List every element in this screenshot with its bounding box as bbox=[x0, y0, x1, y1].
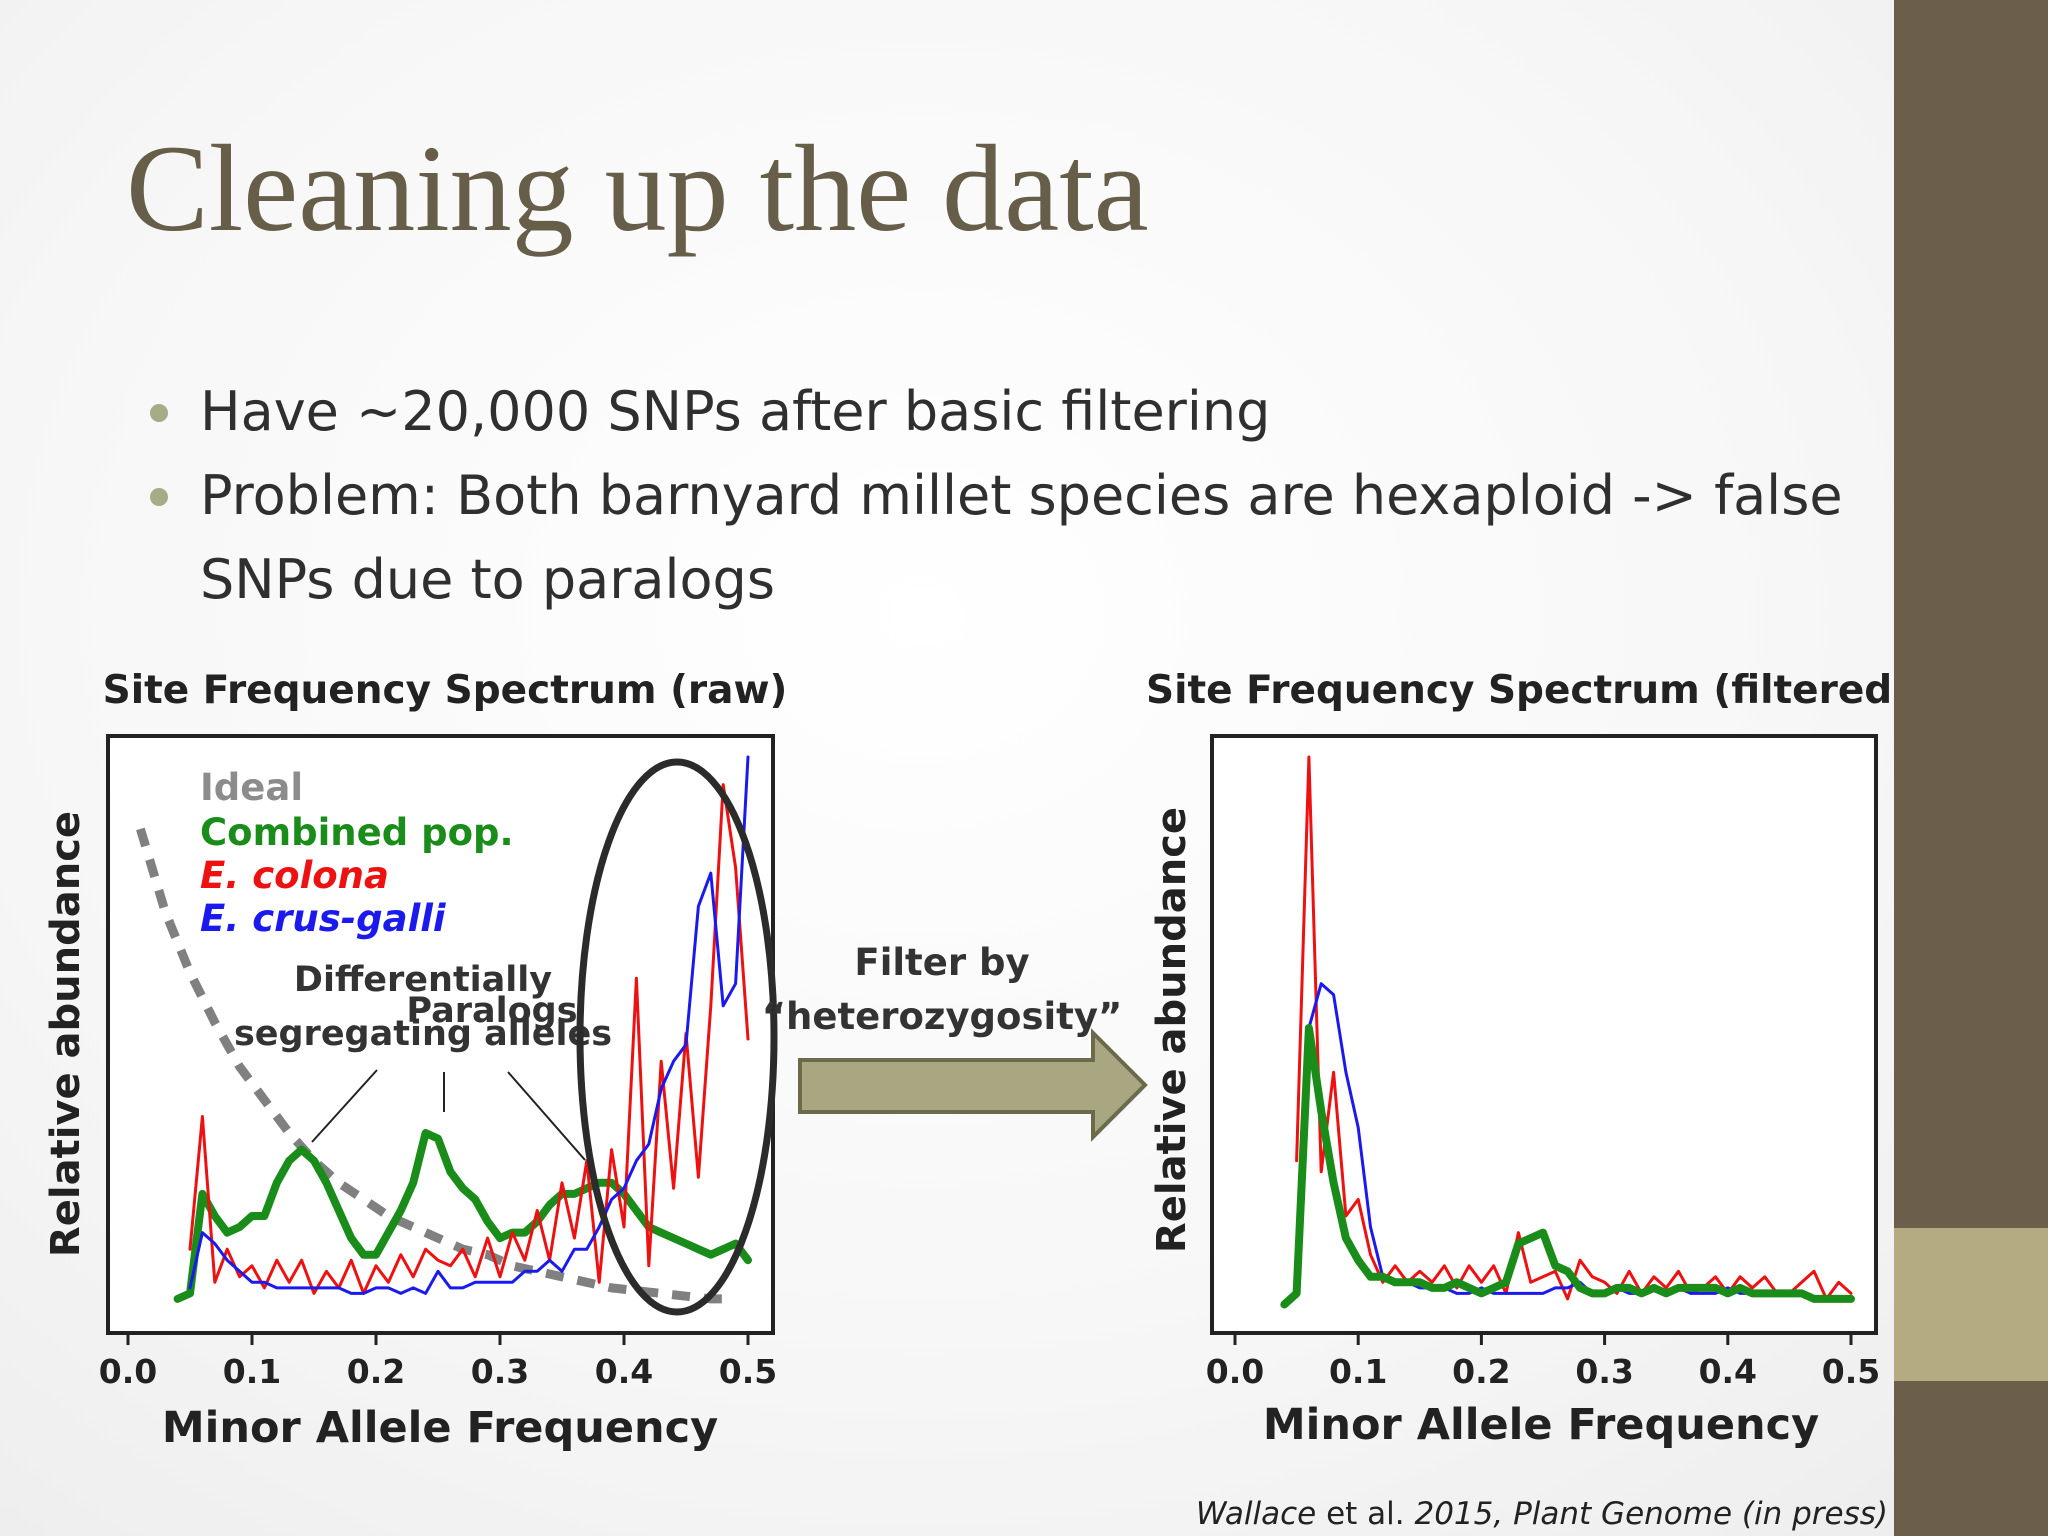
x-axis-label-filtered: Minor Allele Frequency bbox=[1263, 1400, 1819, 1450]
y-axis-label-raw: Relative abundance bbox=[43, 811, 89, 1257]
x-tick-label: 0.0 bbox=[99, 1352, 157, 1391]
pointer-line-1 bbox=[311, 1069, 378, 1143]
citation-etal: et al. bbox=[1316, 1496, 1415, 1532]
citation-year: 2015, bbox=[1414, 1496, 1514, 1532]
x-tick-label: 0.0 bbox=[1206, 1352, 1264, 1391]
plot-area-filtered: 0.0 0.1 0.2 0.3 0.4 0.5 bbox=[1206, 755, 1880, 1391]
x-axis-label-raw: Minor Allele Frequency bbox=[162, 1403, 718, 1453]
x-tick-label: 0.3 bbox=[1575, 1352, 1633, 1391]
chart-title-filtered: Site Frequency Spectrum (filtered) bbox=[1146, 668, 1894, 713]
x-tick-label: 0.5 bbox=[719, 1352, 777, 1391]
y-axis-label-filtered: Relative abundance bbox=[1149, 807, 1195, 1253]
legend-ideal: Ideal bbox=[200, 766, 303, 809]
legend-colona: E. colona bbox=[200, 854, 389, 897]
filter-arrow bbox=[798, 1028, 1148, 1142]
citation: Wallace et al. 2015, Plant Genome (in pr… bbox=[1196, 1496, 1888, 1532]
paralog-highlight-ellipse bbox=[576, 758, 778, 1316]
x-tick-label: 0.1 bbox=[1329, 1352, 1387, 1391]
legend-combined: Combined pop. bbox=[200, 811, 514, 854]
side-accent bbox=[1894, 1228, 2048, 1381]
chart-title-raw: Site Frequency Spectrum (raw) bbox=[103, 668, 788, 713]
plot-area-raw: 0.0 0.1 0.2 0.3 0.4 0.5 bbox=[99, 755, 777, 1391]
x-tick-label: 0.1 bbox=[223, 1352, 281, 1391]
slide-title: Cleaning up the data bbox=[126, 120, 1149, 257]
arrow-label-line1: Filter by bbox=[854, 941, 1029, 984]
x-tick-label: 0.2 bbox=[347, 1352, 405, 1391]
annotation-differential-line2: segregating alleles bbox=[234, 1014, 612, 1054]
x-tick-label: 0.4 bbox=[595, 1352, 653, 1391]
bullet-item: Problem: Both barnyard millet species ar… bbox=[148, 454, 1888, 622]
series-line-e-colona bbox=[188, 783, 750, 1295]
bullet-list: Have ~20,000 SNPs after basic filtering … bbox=[148, 370, 1888, 622]
citation-author: Wallace bbox=[1195, 1496, 1317, 1532]
annotation-differential-line1: Differentially bbox=[294, 960, 552, 1000]
pointer-line-3 bbox=[507, 1071, 586, 1161]
series-line-combined-pop bbox=[173, 1129, 752, 1303]
series-line-ideal bbox=[136, 827, 736, 1304]
x-tick-label: 0.3 bbox=[471, 1352, 529, 1391]
citation-journal: Plant Genome (in press) bbox=[1513, 1496, 1888, 1532]
charts-canvas: Site Frequency Spectrum (raw) 0.0 0.1 0.2 0… bbox=[43, 668, 1894, 1453]
series-line-e-crus-galli bbox=[188, 755, 750, 1295]
legend-crus-galli: E. crus-galli bbox=[200, 897, 447, 940]
x-tick-label: 0.2 bbox=[1452, 1352, 1510, 1391]
x-tick-label: 0.5 bbox=[1822, 1352, 1880, 1391]
arrow-label-line2: “heterozygosity” bbox=[762, 995, 1123, 1038]
bullet-item: Have ~20,000 SNPs after basic filtering bbox=[148, 370, 1888, 454]
annotation-paralogs: Paralogs bbox=[406, 991, 577, 1031]
series-line-combined-pop bbox=[1280, 1024, 1855, 1309]
x-tick-label: 0.4 bbox=[1699, 1352, 1757, 1391]
